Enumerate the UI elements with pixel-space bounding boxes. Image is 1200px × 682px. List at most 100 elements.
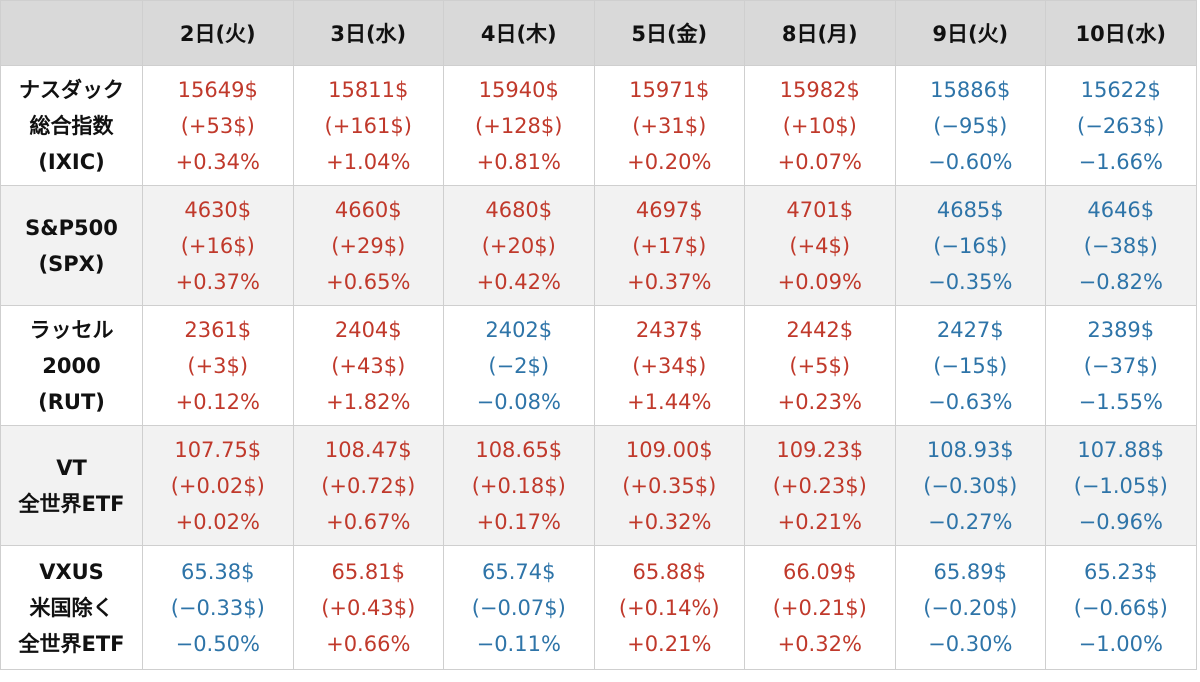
close-price: 15649$ — [177, 77, 258, 102]
price-change: (+5$) — [789, 353, 851, 378]
day-header: 2日(火) — [142, 0, 294, 66]
price-change: (+29$) — [331, 233, 406, 258]
percent-change: −0.82% — [1078, 269, 1163, 294]
price-cell: 65.81$ (+0.43$) +0.66% — [292, 545, 444, 670]
percent-change: +0.02% — [175, 509, 260, 534]
row-label-line: 総合指数 — [29, 113, 114, 138]
close-price: 2402$ — [485, 317, 553, 342]
close-price: 4630$ — [184, 197, 252, 222]
percent-change: +0.66% — [326, 631, 411, 656]
price-cell: 4685$ (−16$) −0.35% — [894, 185, 1046, 306]
row-label-line: 2000 — [42, 353, 101, 378]
price-change: (+0.23$) — [772, 473, 867, 498]
percent-change: +1.04% — [326, 149, 411, 174]
price-cell: 15971$ (+31$) +0.20% — [593, 65, 745, 186]
table-body: ナスダック 総合指数 (IXIC) 15649$ (+53$) +0.34% 15811$ (… — [0, 65, 1197, 670]
percent-change: −0.08% — [476, 389, 561, 414]
price-change: (+0.14%) — [618, 595, 720, 620]
close-price: 109.00$ — [625, 437, 713, 462]
percent-change: +1.82% — [326, 389, 411, 414]
price-change: (−263$) — [1077, 113, 1165, 138]
row-label-line: 全世界ETF — [18, 631, 125, 656]
price-cell: 15886$ (−95$) −0.60% — [894, 65, 1046, 186]
percent-change: −0.63% — [928, 389, 1013, 414]
price-change: (+0.43$) — [321, 595, 416, 620]
close-price: 65.38$ — [181, 559, 255, 584]
price-cell: 4701$ (+4$) +0.09% — [744, 185, 896, 306]
index-performance-table: 2日(火) 3日(水) 4日(木) 5日(金) 8日(月) 9日(火) 10日(… — [0, 0, 1197, 670]
price-cell: 2404$ (+43$) +1.82% — [292, 305, 444, 426]
price-change: (+43$) — [331, 353, 406, 378]
price-change: (+53$) — [180, 113, 255, 138]
price-change: (+0.02$) — [170, 473, 265, 498]
price-change: (+20$) — [481, 233, 556, 258]
row-label-line: 米国除く — [29, 595, 114, 620]
row-label-line: (IXIC) — [38, 149, 105, 174]
price-cell: 107.75$ (+0.02$) +0.02% — [142, 425, 294, 546]
percent-change: +0.32% — [777, 631, 862, 656]
header-row: 2日(火) 3日(水) 4日(木) 5日(金) 8日(月) 9日(火) 10日(… — [0, 0, 1197, 66]
price-change: (−37$) — [1083, 353, 1158, 378]
row-label-line: VXUS — [39, 559, 104, 584]
row-label: S&P500 (SPX) — [0, 185, 143, 306]
row-label: VT 全世界ETF — [0, 425, 143, 546]
price-cell: 4680$ (+20$) +0.42% — [443, 185, 595, 306]
price-change: (−0.30$) — [923, 473, 1018, 498]
day-header: 3日(水) — [292, 0, 444, 66]
price-cell: 2402$ (−2$) −0.08% — [443, 305, 595, 426]
close-price: 2437$ — [635, 317, 703, 342]
row-label-line: ラッセル — [29, 317, 114, 342]
row-label-line: (SPX) — [38, 251, 105, 276]
percent-change: +0.07% — [777, 149, 862, 174]
price-change: (+4$) — [789, 233, 851, 258]
row-label-line: VT — [56, 455, 87, 480]
price-change: (+0.18$) — [471, 473, 566, 498]
price-change: (+0.35$) — [622, 473, 717, 498]
price-cell: 4660$ (+29$) +0.65% — [292, 185, 444, 306]
percent-change: −0.35% — [928, 269, 1013, 294]
percent-change: −1.66% — [1078, 149, 1163, 174]
close-price: 4646$ — [1087, 197, 1155, 222]
close-price: 65.74$ — [482, 559, 556, 584]
close-price: 2361$ — [184, 317, 252, 342]
price-cell: 15649$ (+53$) +0.34% — [142, 65, 294, 186]
close-price: 15982$ — [779, 77, 860, 102]
price-change: (−95$) — [933, 113, 1008, 138]
close-price: 15886$ — [930, 77, 1011, 102]
day-header: 4日(木) — [443, 0, 595, 66]
row-label: VXUS 米国除く全世界ETF — [0, 545, 143, 670]
row-label-line: 全世界ETF — [18, 491, 125, 516]
close-price: 2389$ — [1087, 317, 1155, 342]
price-change: (−16$) — [933, 233, 1008, 258]
close-price: 15622$ — [1080, 77, 1161, 102]
price-cell: 2442$ (+5$) +0.23% — [744, 305, 896, 426]
price-cell: 107.88$ (−1.05$) −0.96% — [1045, 425, 1197, 546]
table-row: VXUS 米国除く 全世界ETF 65.38$ (−0.33$) −0.50% 65.81$… — [0, 545, 1197, 670]
price-change: (−15$) — [933, 353, 1008, 378]
price-change: (+0.21$) — [772, 595, 867, 620]
percent-change: +0.17% — [476, 509, 561, 534]
day-header: 9日(火) — [894, 0, 1046, 66]
close-price: 4701$ — [786, 197, 854, 222]
price-cell: 15940$ (+128$) +0.81% — [443, 65, 595, 186]
close-price: 4697$ — [635, 197, 703, 222]
percent-change: +0.20% — [627, 149, 712, 174]
row-label-line: (RUT) — [38, 389, 105, 414]
percent-change: +0.37% — [175, 269, 260, 294]
percent-change: −0.96% — [1078, 509, 1163, 534]
percent-change: −1.00% — [1078, 631, 1163, 656]
close-price: 4680$ — [485, 197, 553, 222]
price-change: (+10$) — [782, 113, 857, 138]
price-cell: 65.88$ (+0.14%) +0.21% — [593, 545, 745, 670]
percent-change: −0.11% — [476, 631, 561, 656]
price-cell: 109.00$ (+0.35$) +0.32% — [593, 425, 745, 546]
close-price: 65.23$ — [1084, 559, 1158, 584]
table-row: VT 全世界ETF 107.75$ (+0.02$) +0.02% 108.47$ (+0.… — [0, 425, 1197, 546]
header-corner-cell — [0, 0, 143, 66]
price-cell: 4697$ (+17$) +0.37% — [593, 185, 745, 306]
price-cell: 108.47$ (+0.72$) +0.67% — [292, 425, 444, 546]
table-row: ラッセル 2000 (RUT) 2361$ (+3$) +0.12% 2404$ (+43$)… — [0, 305, 1197, 426]
row-label: ラッセル 2000 (RUT) — [0, 305, 143, 426]
percent-change: +0.42% — [476, 269, 561, 294]
price-cell: 65.74$ (−0.07$) −0.11% — [443, 545, 595, 670]
